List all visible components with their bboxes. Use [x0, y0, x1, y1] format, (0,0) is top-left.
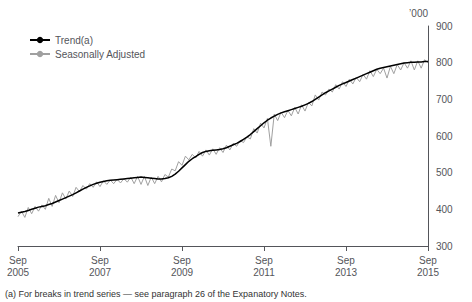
svg-text:400: 400 [436, 204, 453, 215]
svg-text:2015: 2015 [417, 267, 440, 278]
svg-text:Sep: Sep [337, 255, 355, 266]
svg-text:2013: 2013 [335, 267, 358, 278]
svg-text:700: 700 [436, 94, 453, 105]
svg-text:’000: ’000 [409, 8, 428, 19]
svg-text:Sep: Sep [419, 255, 437, 266]
svg-text:Sep: Sep [9, 255, 27, 266]
svg-text:Sep: Sep [173, 255, 191, 266]
svg-text:Sep: Sep [255, 255, 273, 266]
svg-text:500: 500 [436, 167, 453, 178]
svg-text:Sep: Sep [91, 255, 109, 266]
svg-text:800: 800 [436, 57, 453, 68]
svg-text:2005: 2005 [7, 267, 30, 278]
svg-text:300: 300 [436, 241, 453, 252]
svg-text:900: 900 [436, 21, 453, 32]
svg-text:600: 600 [436, 131, 453, 142]
svg-text:2009: 2009 [171, 267, 194, 278]
svg-text:Trend(a): Trend(a) [55, 35, 93, 46]
svg-text:2007: 2007 [89, 267, 112, 278]
svg-text:(a) For breaks in trend series: (a) For breaks in trend series — see par… [5, 289, 307, 299]
svg-text:2011: 2011 [253, 267, 275, 278]
svg-text:Seasonally Adjusted: Seasonally Adjusted [55, 49, 145, 60]
